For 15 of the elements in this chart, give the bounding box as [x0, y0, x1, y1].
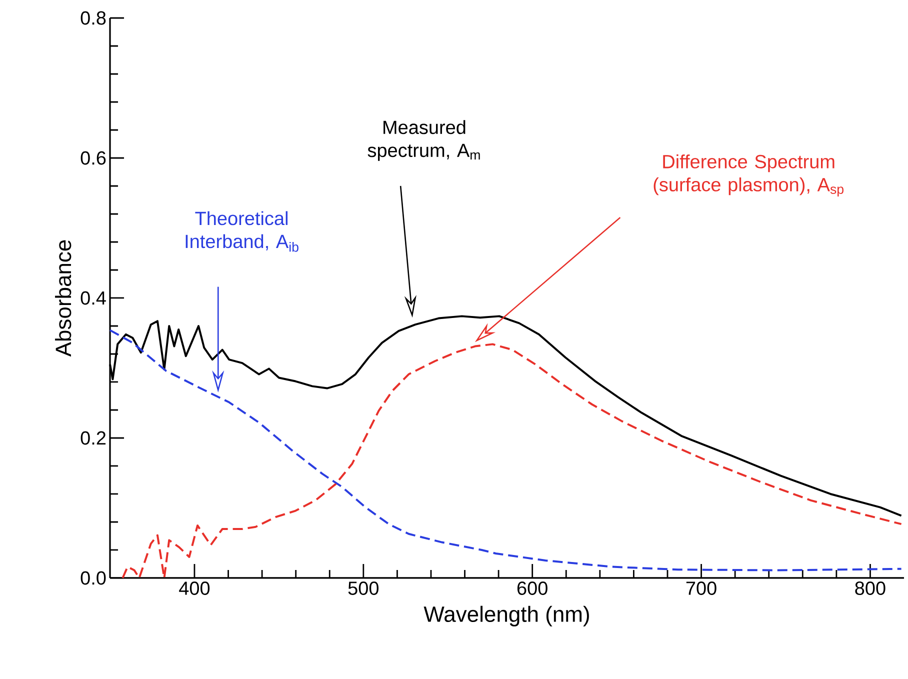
y-tick-label: 0.8	[80, 11, 106, 25]
x-tick-label: 600	[517, 582, 548, 595]
y-tick-label: 0.6	[80, 151, 106, 165]
y-tick-label: 0.0	[80, 571, 106, 585]
y-tick-label: 0.4	[80, 291, 106, 305]
x-tick-label: 400	[179, 582, 210, 595]
annotation: Difference Spectrum (surface plasmon), A$_{sp}$	[654, 154, 844, 197]
y-tick-label: 0.2	[80, 431, 106, 445]
annotation: Theoretical Interband, A$_{ib}$	[186, 211, 298, 252]
x-tick-label: 500	[348, 582, 379, 595]
y-axis-title: Absorbance	[55, 240, 72, 357]
x-axis-title: Wavelength (nm)	[424, 606, 589, 626]
x-tick-label: 800	[855, 582, 886, 595]
annotation: Measured spectrum, A$_{m}$	[368, 120, 480, 161]
x-tick-label: 700	[686, 582, 716, 595]
